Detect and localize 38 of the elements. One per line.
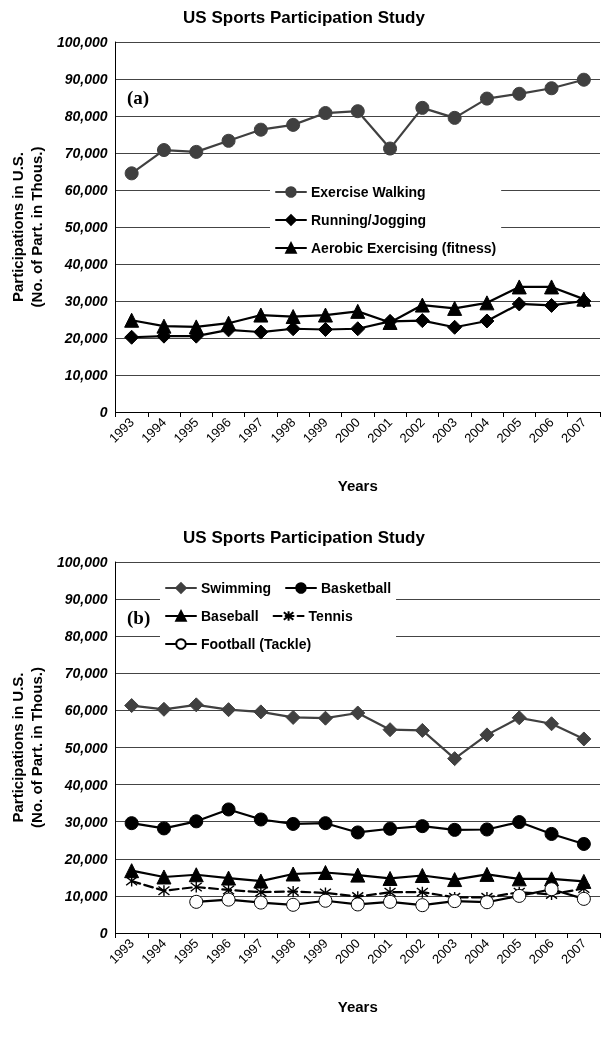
y-tick-label: 50,000 xyxy=(64,219,108,235)
legend-label: Exercise Walking xyxy=(311,184,426,200)
annotation: (b) xyxy=(127,607,151,629)
x-axis-title: Years xyxy=(337,998,378,1015)
legend-label: Football (Tackle) xyxy=(201,636,312,652)
y-tick-label: 0 xyxy=(99,925,108,941)
y-axis-title: Participations in U.S. (No. of Part. in Thous.) xyxy=(9,667,45,828)
y-tick-label: 60,000 xyxy=(64,702,108,719)
y-tick-label: 10,000 xyxy=(64,887,108,904)
y-axis-title: Participations in U.S. (No. of Part. in Thous.) xyxy=(9,146,45,308)
y-tick-label: 40,000 xyxy=(63,256,108,272)
y-tick-label: 100,000 xyxy=(56,554,108,570)
y-tick-label: 70,000 xyxy=(64,665,108,682)
y-tick-label: 20,000 xyxy=(63,330,108,346)
y-tick-label: 80,000 xyxy=(64,108,108,124)
y-tick-label: 90,000 xyxy=(64,591,108,608)
legend-label: Running/Jogging xyxy=(311,212,427,228)
y-tick-label: 40,000 xyxy=(63,776,108,793)
y-tick-label: 20,000 xyxy=(63,850,108,867)
y-tick-label: 70,000 xyxy=(64,145,108,161)
legend-label: Tennis xyxy=(308,608,353,624)
x-axis-title: Years xyxy=(337,477,378,494)
y-tick-label: 50,000 xyxy=(64,739,108,756)
y-tick-label: 0 xyxy=(99,404,108,420)
chart-title: US Sports Participation Study xyxy=(183,528,426,547)
y-tick-label: 80,000 xyxy=(64,628,108,645)
legend-label: Basketball xyxy=(321,580,392,596)
y-tick-label: 100,000 xyxy=(56,34,108,50)
y-tick-label: 30,000 xyxy=(64,293,108,309)
y-tick-label: 10,000 xyxy=(64,367,108,383)
legend-label: Aerobic Exercising (fitness) xyxy=(311,240,497,256)
y-tick-label: 90,000 xyxy=(64,71,108,87)
legend-label: Baseball xyxy=(201,608,259,624)
legend-label: Swimming xyxy=(201,580,272,596)
annotation: (a) xyxy=(127,87,150,109)
chart-title: US Sports Participation Study xyxy=(183,8,426,27)
y-tick-label: 60,000 xyxy=(64,182,108,198)
y-tick-label: 30,000 xyxy=(64,813,108,830)
